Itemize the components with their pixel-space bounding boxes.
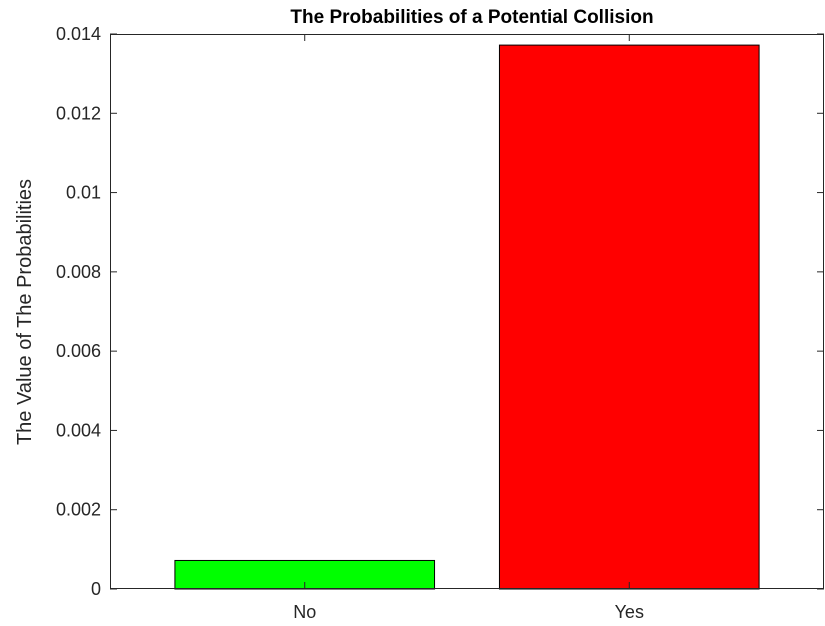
bar-yes	[498, 44, 760, 590]
x-tick-label: No	[293, 602, 316, 622]
y-tick-label: 0.004	[56, 420, 101, 440]
y-tick-label: 0.012	[56, 103, 101, 123]
plot-area-frame	[110, 34, 824, 589]
y-tick-label: 0.014	[56, 24, 101, 44]
chart-title: The Probabilities of a Potential Collisi…	[290, 7, 653, 28]
y-tick-label: 0.006	[56, 341, 101, 361]
y-tick-label: 0.01	[66, 183, 101, 203]
x-tick-label: Yes	[615, 602, 644, 622]
ticks-group: No Yes 0 0.002 0.004 0.006 0.008 0.01 0.012 0.014	[56, 24, 824, 622]
y-tick-label: 0.008	[56, 262, 101, 282]
bars-group	[174, 44, 760, 590]
y-tick-label: 0.002	[56, 500, 101, 520]
y-axis-label: The Value of The Probabilities	[14, 179, 36, 445]
y-tick-label: 0	[91, 579, 101, 599]
